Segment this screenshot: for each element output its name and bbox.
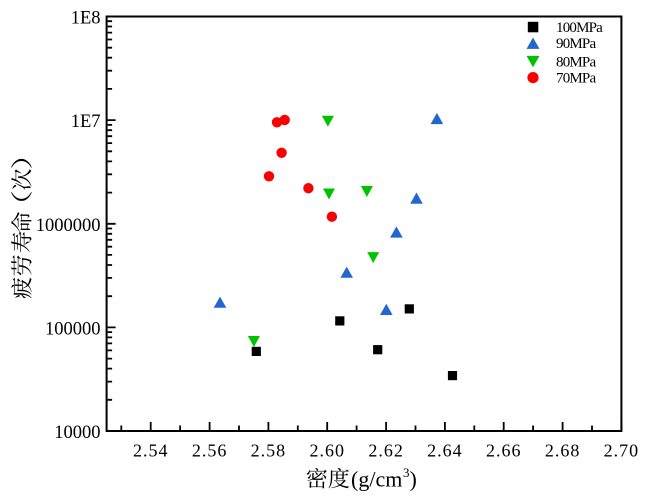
svg-text:): )	[410, 467, 417, 492]
svg-text:2.62: 2.62	[368, 441, 404, 461]
svg-text:80MPa: 80MPa	[556, 54, 596, 70]
svg-text:2.58: 2.58	[251, 441, 287, 461]
svg-text:2.64: 2.64	[427, 441, 463, 461]
svg-text:2.70: 2.70	[604, 441, 640, 461]
svg-text:2.60: 2.60	[309, 441, 345, 461]
svg-text:100000: 100000	[45, 319, 101, 339]
svg-text:70MPa: 70MPa	[556, 70, 596, 86]
svg-text:10000: 10000	[54, 423, 100, 443]
svg-text:1E8: 1E8	[71, 9, 101, 29]
svg-text:3: 3	[403, 465, 410, 480]
svg-text:1000000: 1000000	[36, 216, 101, 236]
svg-text:2.56: 2.56	[192, 441, 228, 461]
svg-text:1E7: 1E7	[71, 112, 101, 132]
svg-text:90MPa: 90MPa	[556, 36, 596, 52]
svg-text:2.66: 2.66	[486, 441, 522, 461]
svg-text:2.68: 2.68	[545, 441, 581, 461]
svg-text:(g/cm: (g/cm	[351, 467, 402, 492]
svg-text:2.54: 2.54	[133, 441, 169, 461]
svg-text:100MPa: 100MPa	[556, 20, 603, 36]
